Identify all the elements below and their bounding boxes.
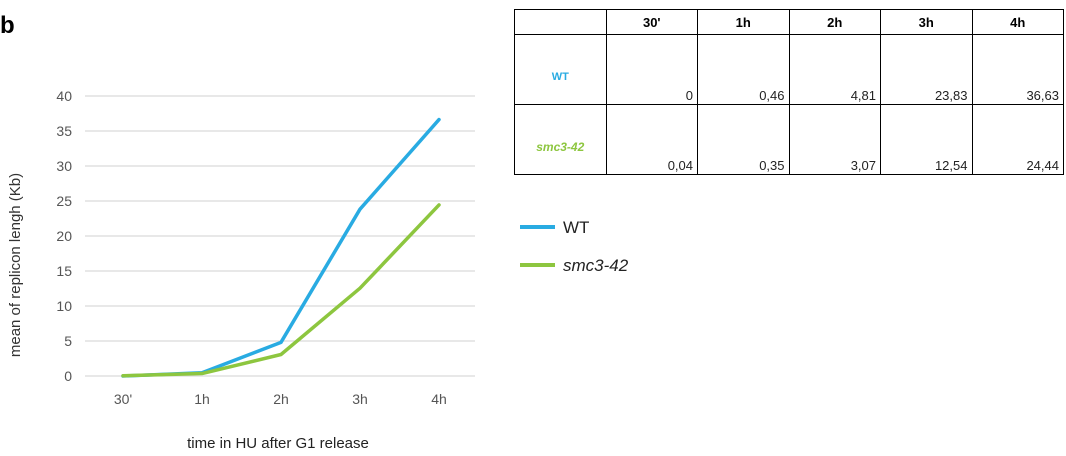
table-row-label: WT xyxy=(514,34,607,105)
table-cell: 36,63 xyxy=(971,34,1064,105)
y-tick-label: 15 xyxy=(56,263,72,279)
table-cell: 0,35 xyxy=(697,104,790,175)
series-lines xyxy=(121,117,441,378)
y-tick-label: 10 xyxy=(56,298,72,314)
x-tick-label: 30' xyxy=(114,391,132,407)
x-tick-label: 1h xyxy=(194,391,210,407)
table-cell: 4,81 xyxy=(788,34,881,105)
table-column-header: 3h xyxy=(880,9,973,35)
data-table: 30' 1h 2h 3h 4h WT 0 0,46 4,81 23,83 36,63 smc3-42… xyxy=(514,9,1064,175)
series-line-0 xyxy=(121,117,441,378)
x-axis-ticks: 30' 1h 2h 3h 4h xyxy=(114,391,447,407)
y-tick-label: 30 xyxy=(56,158,72,174)
table-row: WT 0 0,46 4,81 23,83 36,63 xyxy=(514,34,1064,105)
table-column-header xyxy=(514,9,607,35)
x-tick-label: 4h xyxy=(431,391,447,407)
table-cell: 23,83 xyxy=(880,34,973,105)
y-tick-label: 5 xyxy=(64,333,72,349)
table-column-header: 30' xyxy=(605,9,698,35)
y-axis-ticks: 0 5 10 15 20 25 30 35 40 xyxy=(56,88,72,384)
legend-label: smc3-42 xyxy=(563,256,629,275)
table-cell: 0,46 xyxy=(697,34,790,105)
y-tick-label: 40 xyxy=(56,88,72,104)
table-header-row: 30' 1h 2h 3h 4h xyxy=(514,9,1064,35)
table-cell: 0,04 xyxy=(605,104,698,175)
y-tick-label: 25 xyxy=(56,193,72,209)
gridlines xyxy=(85,95,475,377)
panel-label: b xyxy=(0,12,15,39)
table-cell: 24,44 xyxy=(971,104,1064,175)
series-line-1 xyxy=(121,203,441,378)
x-axis-label: time in HU after G1 release xyxy=(187,435,369,452)
table-row: smc3-42 0,04 0,35 3,07 12,54 24,44 xyxy=(514,104,1064,175)
table-column-header: 4h xyxy=(971,9,1064,35)
x-tick-label: 3h xyxy=(352,391,368,407)
y-tick-label: 20 xyxy=(56,228,72,244)
table-body: WT 0 0,46 4,81 23,83 36,63 smc3-42 0,04 0,35 3,07… xyxy=(514,34,1064,175)
y-axis-label: mean of replicon lengh (Kb) xyxy=(7,173,24,357)
legend: WT smc3-42 xyxy=(520,218,629,275)
table-cell: 3,07 xyxy=(788,104,881,175)
table-row-label: smc3-42 xyxy=(514,104,607,175)
legend-label: WT xyxy=(563,218,589,237)
table-column-header: 1h xyxy=(697,9,790,35)
table-column-header: 2h xyxy=(788,9,881,35)
y-tick-label: 35 xyxy=(56,123,72,139)
table-cell: 12,54 xyxy=(880,104,973,175)
table-cell: 0 xyxy=(605,34,698,105)
x-tick-label: 2h xyxy=(273,391,289,407)
y-tick-label: 0 xyxy=(64,368,72,384)
